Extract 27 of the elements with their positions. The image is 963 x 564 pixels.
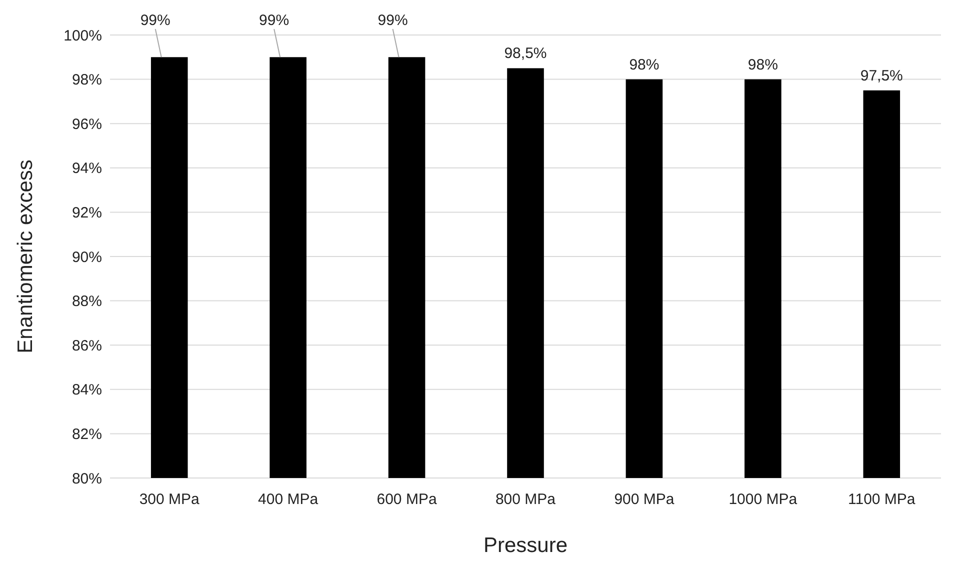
y-tick-label: 80% <box>72 470 102 488</box>
x-tick-label: 900 MPa <box>614 491 675 508</box>
y-tick-label: 92% <box>72 204 102 222</box>
x-axis-title: Pressure <box>483 534 568 557</box>
y-tick-label: 94% <box>72 160 102 178</box>
data-label: 99% <box>140 12 170 29</box>
y-tick-label: 82% <box>72 426 102 443</box>
x-tick-label: 1100 MPa <box>848 491 916 508</box>
y-tick-label: 98% <box>72 72 102 89</box>
x-tick-label: 400 MPa <box>258 491 319 508</box>
x-tick-label: 300 MPa <box>139 491 200 508</box>
y-tick-label: 100% <box>64 27 102 44</box>
y-tick-label: 84% <box>72 382 102 399</box>
data-label: 98% <box>629 56 660 74</box>
x-tick-label: 800 MPa <box>495 491 556 508</box>
data-label: 98% <box>748 56 778 74</box>
x-tick-label: 1000 MPa <box>728 491 798 508</box>
x-tick-label: 600 MPa <box>376 491 438 508</box>
y-tick-label: 86% <box>72 337 102 354</box>
data-label: 98,5% <box>504 45 547 62</box>
y-tick-label: 96% <box>72 116 102 133</box>
data-label: 97,5% <box>860 67 903 84</box>
data-label: 99% <box>378 12 408 29</box>
y-tick-label: 90% <box>72 248 102 266</box>
y-tick-label: 88% <box>72 293 102 310</box>
y-axis-title: Enantiomeric excess <box>14 160 37 354</box>
data-label: 99% <box>259 12 290 29</box>
